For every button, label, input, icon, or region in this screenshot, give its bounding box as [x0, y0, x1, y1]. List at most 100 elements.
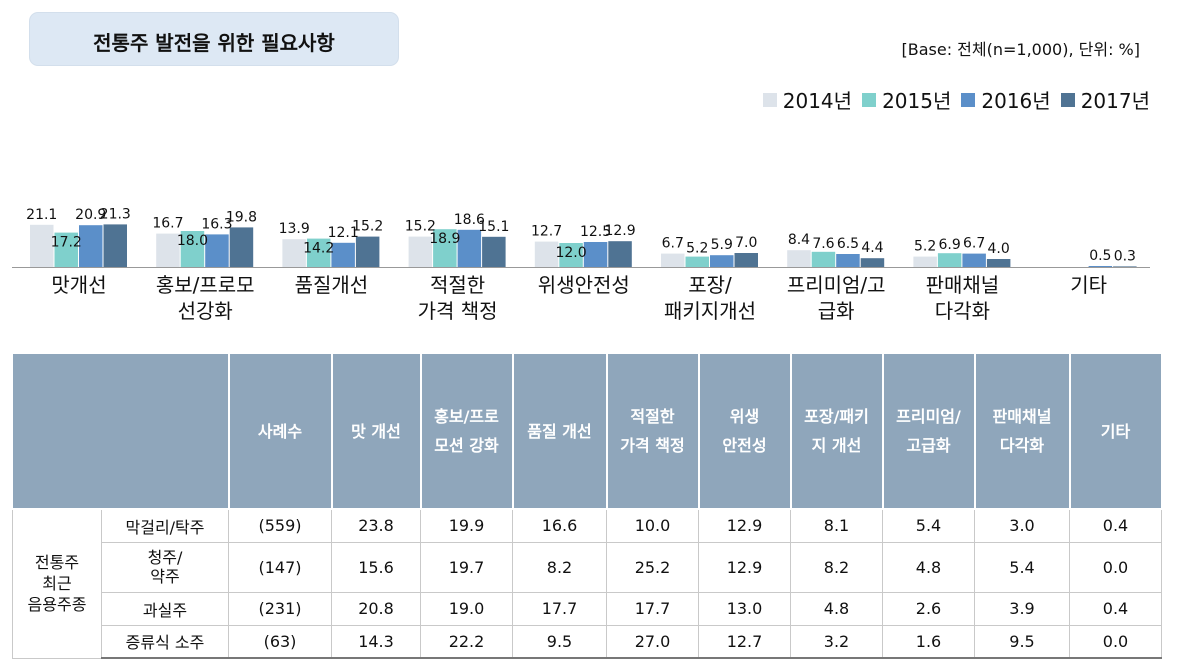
table-cell: 3.0	[974, 508, 1070, 543]
table-cell: 3.2	[790, 624, 883, 659]
bar-2014년-5	[661, 253, 685, 267]
page-title: 전통주 발전을 위한 필요사항	[93, 31, 335, 55]
table-cell: 12.7	[698, 624, 791, 659]
table-cell: 0.4	[1069, 591, 1162, 626]
row-n-cell: (231)	[228, 591, 332, 626]
bar-2017년-1	[229, 227, 254, 267]
group-label-cell: 전통주 최근 음용주종	[12, 508, 102, 659]
data-label: 5.2	[914, 239, 936, 255]
bar-2014년-4	[534, 241, 559, 267]
data-label: 0.5	[1089, 248, 1111, 264]
data-label: 7.6	[812, 236, 834, 252]
header-cell-quality: 품질 개선	[511, 352, 608, 510]
data-label: 17.2	[51, 235, 82, 251]
category-label: 홍보/프로모	[156, 273, 255, 297]
category-label: 가격 책정	[418, 299, 498, 323]
legend-swatch-2017	[1060, 92, 1075, 107]
legend-item-2017: 2017년	[1060, 85, 1150, 114]
data-table: 사례수 맛 개선 홍보/프로 모션 강화 품질 개선 적절한 가격 책정 위생 …	[12, 352, 1163, 659]
header-cell-promo: 홍보/프로 모션 강화	[419, 352, 514, 510]
category-label: 위생안전성	[538, 273, 630, 297]
bar-2014년-0	[30, 224, 54, 267]
data-label: 16.7	[152, 216, 183, 232]
legend-label-2017: 2017년	[1080, 89, 1150, 113]
bar-2016년-0	[79, 225, 103, 267]
bar-2016년-6	[836, 254, 860, 267]
legend-swatch-2015	[862, 92, 877, 107]
table-row: 과실주 (231) 20.8 19.0 17.7 17.7 13.0 4.8 2…	[13, 591, 1162, 626]
table-corner-cell	[12, 352, 230, 510]
table-cell: 9.5	[512, 624, 607, 659]
legend-item-2016: 2016년	[961, 85, 1051, 114]
category-label: 포장/	[688, 273, 732, 297]
bar-2015년-0	[54, 232, 78, 267]
table-cell: 3.9	[974, 591, 1070, 626]
table-cell: 9.5	[974, 624, 1070, 659]
table-cell: 8.2	[790, 541, 883, 593]
data-label: 15.1	[478, 219, 509, 235]
row-name-cell: 청주/ 약주	[101, 541, 229, 593]
table-cell: 20.8	[331, 591, 421, 626]
legend-swatch-2016	[961, 92, 976, 107]
bar-2015년-3	[433, 229, 457, 267]
table-cell: 17.7	[512, 591, 607, 626]
row-n-cell: (559)	[228, 508, 332, 543]
table-cell: 19.9	[420, 508, 513, 543]
data-label: 8.4	[788, 232, 810, 248]
bar-2016년-7	[962, 253, 986, 267]
data-label: 15.2	[405, 219, 436, 235]
table-row: 증류식 소주 (63) 14.3 22.2 9.5 27.0 12.7 3.2 …	[13, 624, 1162, 659]
category-label: 선강화	[178, 299, 233, 323]
data-label: 6.7	[662, 236, 684, 252]
row-name-cell: 증류식 소주	[101, 624, 229, 659]
row-n-cell: (63)	[228, 624, 332, 659]
bar-2017년-3	[482, 236, 506, 267]
data-label: 0.3	[1114, 248, 1136, 264]
legend-label-2016: 2016년	[981, 89, 1051, 113]
table-cell: 15.6	[331, 541, 421, 593]
bar-2015년-4	[559, 243, 583, 267]
title-box: 전통주 발전을 위한 필요사항	[30, 13, 398, 65]
bar-2016년-4	[583, 242, 608, 267]
table-cell: 22.2	[420, 624, 513, 659]
table-cell: 13.0	[698, 591, 791, 626]
header-cell-price: 적절한 가격 책정	[605, 352, 700, 510]
table-cell: 1.6	[882, 624, 975, 659]
category-label: 기타	[1070, 273, 1107, 297]
data-label: 18.0	[177, 233, 208, 249]
legend-swatch-2014	[762, 92, 777, 107]
bar-2015년-6	[811, 251, 836, 267]
bar-2017년-0	[103, 224, 127, 267]
data-label: 12.9	[604, 223, 635, 239]
header-cell-channel: 판매채널 다각화	[973, 352, 1071, 510]
table-header-row: 사례수 맛 개선 홍보/프로 모션 강화 품질 개선 적절한 가격 책정 위생 …	[12, 352, 1163, 510]
data-label: 4.4	[861, 240, 883, 256]
table-cell: 17.7	[606, 591, 699, 626]
data-label: 6.7	[963, 236, 985, 252]
data-label: 5.2	[686, 241, 708, 257]
bar-2017년-6	[860, 258, 885, 267]
bar-2015년-7	[937, 253, 962, 267]
table-cell: 25.2	[606, 541, 699, 593]
legend-label-2015: 2015년	[882, 89, 952, 113]
table-cell: 12.9	[698, 508, 791, 543]
bar-2015년-2	[306, 238, 331, 267]
table-cell: 4.8	[882, 541, 975, 593]
table-cell: 2.6	[882, 591, 975, 626]
bar-2015년-5	[685, 256, 709, 267]
category-label: 맛개선	[51, 273, 106, 297]
bar-2016년-5	[710, 255, 734, 267]
table-cell: 16.6	[512, 508, 607, 543]
table-cell: 19.7	[420, 541, 513, 593]
table-cell: 8.2	[512, 541, 607, 593]
bar-2017년-7	[986, 259, 1011, 267]
table-cell: 27.0	[606, 624, 699, 659]
bar-2016년-1	[205, 234, 229, 267]
category-label: 판매채널	[926, 273, 1000, 297]
header-cell-package: 포장/패키 지 개선	[789, 352, 884, 510]
category-label: 품질개선	[295, 273, 369, 297]
data-label: 12.5	[580, 224, 611, 240]
table-cell: 4.8	[790, 591, 883, 626]
bar-2014년-3	[408, 236, 433, 267]
category-label: 패키지개선	[664, 299, 756, 323]
